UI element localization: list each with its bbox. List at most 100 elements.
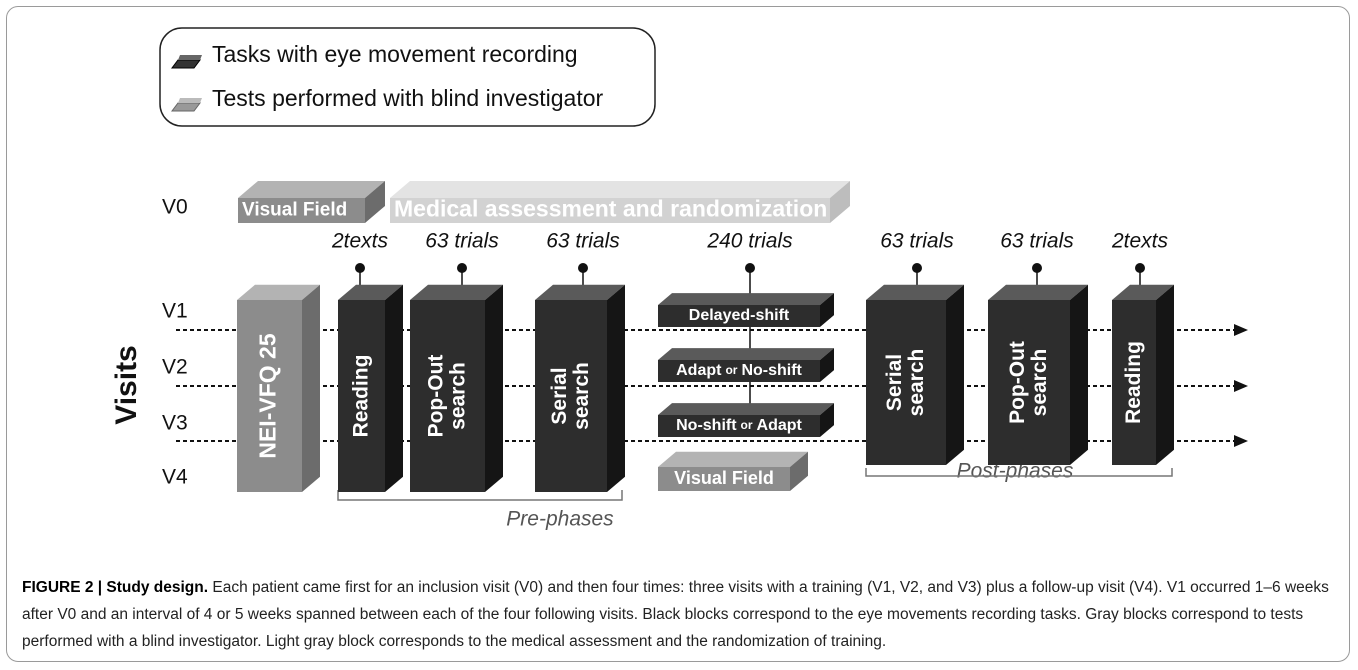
block-side xyxy=(485,284,503,492)
block-label-line: NEI-VFQ 25 xyxy=(255,333,281,458)
block-label: Visual Field xyxy=(242,200,347,221)
figure-frame xyxy=(6,6,1350,662)
count-label: 63 trials xyxy=(546,230,620,253)
block-label-line: Reading xyxy=(349,355,372,438)
legend-icon-gray xyxy=(171,102,201,112)
block-label-part: No-shift xyxy=(741,362,802,379)
diagram: Tasks with eye movement recording Tests … xyxy=(110,27,1248,531)
block-label-line: Pop-Out xyxy=(424,355,447,438)
block-side xyxy=(946,284,964,465)
block-front xyxy=(658,305,820,327)
block-front xyxy=(1112,300,1156,465)
block-label-part: Adapt xyxy=(676,362,722,379)
visit-label: V1 xyxy=(162,300,188,323)
block-front xyxy=(988,300,1070,465)
phase-label: Pre-phases xyxy=(506,508,614,531)
pin-head xyxy=(1032,263,1042,273)
legend-label: Tests performed with blind investigator xyxy=(212,85,604,111)
block-top xyxy=(658,451,808,467)
phase-bracket xyxy=(865,468,1173,477)
block-label-line: search xyxy=(905,349,928,417)
count-label: 240 trials xyxy=(706,230,793,253)
block-top xyxy=(988,284,1088,300)
block-label: Serialsearch xyxy=(883,349,928,417)
visit-label: V0 xyxy=(162,196,188,219)
block-front xyxy=(866,300,946,465)
block-front xyxy=(658,415,820,437)
block-label-part: or xyxy=(741,418,753,432)
caption: FIGURE 2 | Study design. Each patient ca… xyxy=(22,574,1340,655)
caption-title: FIGURE 2 | Study design. xyxy=(22,579,209,596)
block-side xyxy=(1070,284,1088,465)
block-front xyxy=(390,198,830,223)
block-top xyxy=(237,284,320,300)
block-label-line: Pop-Out xyxy=(1006,341,1029,424)
block-front xyxy=(238,198,365,223)
pin-head xyxy=(355,263,365,273)
pin-head xyxy=(745,263,755,273)
block-top xyxy=(866,284,964,300)
block-label: Pop-Outsearch xyxy=(1006,341,1051,424)
count-label: 63 trials xyxy=(880,230,954,253)
block-front xyxy=(237,300,302,492)
block-label-line: search xyxy=(1028,349,1051,417)
block-side xyxy=(1156,284,1174,465)
block-label: Serialsearch xyxy=(548,362,593,430)
block-side xyxy=(820,293,834,327)
visit-label: V2 xyxy=(162,356,188,379)
block-top xyxy=(658,403,834,415)
block-front xyxy=(658,467,790,491)
legend-icon-gray-top xyxy=(178,98,202,103)
block-front xyxy=(410,300,485,492)
pin-head xyxy=(578,263,588,273)
block-side xyxy=(790,451,808,491)
block-top xyxy=(390,181,850,198)
block-side xyxy=(830,181,850,223)
axis-label: Visits xyxy=(110,345,143,425)
block-label-part: Adapt xyxy=(757,417,803,434)
legend-icon-black-top xyxy=(178,55,202,60)
phase-bracket xyxy=(337,490,623,501)
block-label-line: Visual Field xyxy=(242,200,347,221)
count-label: 63 trials xyxy=(1000,230,1074,253)
block-label-line: Medical assessment and randomization xyxy=(394,196,827,222)
pin-head xyxy=(1135,263,1145,273)
block-label: Pop-Outsearch xyxy=(424,355,469,438)
block-label: NEI-VFQ 25 xyxy=(255,333,281,458)
visit-label: V3 xyxy=(162,412,188,435)
block-label: Reading xyxy=(349,355,372,438)
block-front xyxy=(535,300,607,492)
visit-label: V4 xyxy=(162,466,188,489)
block-label: Visual Field xyxy=(674,468,774,488)
count-label: 2texts xyxy=(1111,230,1169,253)
block-side xyxy=(365,181,385,223)
legend-label: Tasks with eye movement recording xyxy=(212,41,578,67)
block-top xyxy=(238,181,385,198)
timeline-arrow xyxy=(1234,380,1248,392)
timeline-arrow xyxy=(1234,324,1248,336)
legend-icon-black xyxy=(171,59,201,69)
block-label-part: No-shift xyxy=(676,417,737,434)
caption-text: Each patient came first for an inclusion… xyxy=(22,579,1329,650)
block-label-line: Serial xyxy=(883,354,906,411)
legend-box xyxy=(159,27,656,127)
block-top xyxy=(410,284,503,300)
block-front xyxy=(338,300,385,492)
block-top xyxy=(535,284,625,300)
pin-head xyxy=(457,263,467,273)
block-label-line: search xyxy=(446,362,469,430)
block-label: Reading xyxy=(1122,341,1145,424)
block-label-line: Serial xyxy=(548,367,571,424)
block-side xyxy=(607,284,625,492)
block-label-line: Reading xyxy=(1122,341,1145,424)
timeline-arrow xyxy=(1234,435,1248,447)
block-label: Adapt or No-shift xyxy=(676,362,802,379)
block-label: No-shift or Adapt xyxy=(676,417,802,434)
block-top xyxy=(1112,284,1174,300)
block-label-line: Visual Field xyxy=(674,468,774,488)
count-label: 2texts xyxy=(331,230,389,253)
phase-label: Post-phases xyxy=(957,460,1074,483)
block-label: Medical assessment and randomization xyxy=(394,196,827,222)
block-side xyxy=(302,284,320,492)
